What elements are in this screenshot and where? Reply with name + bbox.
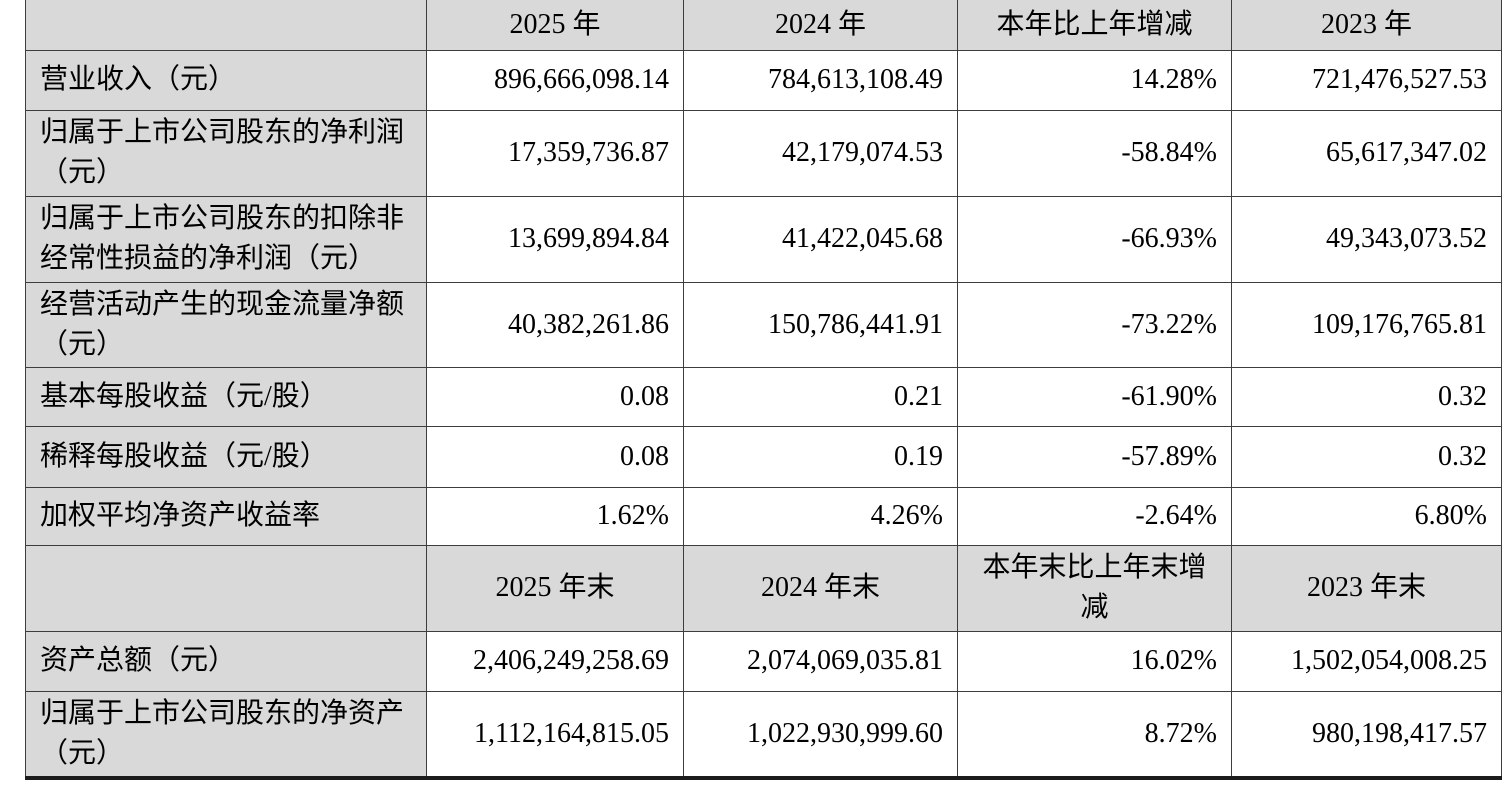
row-label: 稀释每股收益（元/股） bbox=[25, 425, 427, 488]
cell-value: 6.80% bbox=[1231, 486, 1502, 546]
cell-value: 0.32 bbox=[1231, 425, 1502, 488]
table-row-operating-cash-flow: 经营活动产生的现金流量净额（元） 40,382,261.86 150,786,4… bbox=[25, 281, 1502, 368]
cell-value: 0.21 bbox=[683, 366, 958, 427]
corner-cell bbox=[25, 0, 427, 51]
cell-value: -57.89% bbox=[957, 425, 1232, 488]
cell-value: 4.26% bbox=[683, 486, 958, 546]
cell-value: 150,786,441.91 bbox=[683, 281, 958, 368]
cell-value: 0.19 bbox=[683, 425, 958, 488]
table-row-weighted-avg-roe: 加权平均净资产收益率 1.62% 4.26% -2.64% 6.80% bbox=[25, 486, 1502, 546]
cell-value: 14.28% bbox=[957, 49, 1232, 111]
cell-value: 1,502,054,008.25 bbox=[1231, 630, 1502, 692]
cell-value: 0.32 bbox=[1231, 366, 1502, 427]
cell-value: 49,343,073.52 bbox=[1231, 195, 1502, 283]
cell-value: 980,198,417.57 bbox=[1231, 690, 1502, 780]
row-label: 归属于上市公司股东的净利润（元） bbox=[25, 109, 427, 197]
cell-value: 1,112,164,815.05 bbox=[426, 690, 684, 780]
table-row-net-assets: 归属于上市公司股东的净资产（元） 1,112,164,815.05 1,022,… bbox=[25, 690, 1502, 780]
cell-value: 16.02% bbox=[957, 630, 1232, 692]
cell-value: 65,617,347.02 bbox=[1231, 109, 1502, 197]
table-row-basic-eps: 基本每股收益（元/股） 0.08 0.21 -61.90% 0.32 bbox=[25, 366, 1502, 427]
row-label: 经营活动产生的现金流量净额（元） bbox=[25, 281, 427, 368]
row-label: 归属于上市公司股东的扣除非经常性损益的净利润（元） bbox=[25, 195, 427, 283]
table-row-operating-revenue: 营业收入（元） 896,666,098.14 784,613,108.49 14… bbox=[25, 49, 1502, 111]
cell-value: -66.93% bbox=[957, 195, 1232, 283]
cell-value: 2,074,069,035.81 bbox=[683, 630, 958, 692]
cell-value: 13,699,894.84 bbox=[426, 195, 684, 283]
column-header-2023-end: 2023 年末 bbox=[1231, 544, 1502, 632]
cell-value: 8.72% bbox=[957, 690, 1232, 780]
table-row-diluted-eps: 稀释每股收益（元/股） 0.08 0.19 -57.89% 0.32 bbox=[25, 425, 1502, 488]
cell-value: 42,179,074.53 bbox=[683, 109, 958, 197]
column-header-yoy-change: 本年比上年增减 bbox=[957, 0, 1232, 51]
cell-value: -61.90% bbox=[957, 366, 1232, 427]
cell-value: 41,422,045.68 bbox=[683, 195, 958, 283]
row-label: 基本每股收益（元/股） bbox=[25, 366, 427, 427]
cell-value: -2.64% bbox=[957, 486, 1232, 546]
cell-value: 1,022,930,999.60 bbox=[683, 690, 958, 780]
cell-value: 721,476,527.53 bbox=[1231, 49, 1502, 111]
table-row-total-assets: 资产总额（元） 2,406,249,258.69 2,074,069,035.8… bbox=[25, 630, 1502, 692]
cell-value: -58.84% bbox=[957, 109, 1232, 197]
cell-value: 784,613,108.49 bbox=[683, 49, 958, 111]
cell-value: 896,666,098.14 bbox=[426, 49, 684, 111]
cell-value: 0.08 bbox=[426, 366, 684, 427]
column-header-2024-end: 2024 年末 bbox=[683, 544, 958, 632]
row-label: 营业收入（元） bbox=[25, 49, 427, 111]
cell-value: 17,359,736.87 bbox=[426, 109, 684, 197]
column-header-2023: 2023 年 bbox=[1231, 0, 1502, 51]
corner-cell bbox=[25, 544, 427, 632]
column-header-2025-end: 2025 年末 bbox=[426, 544, 684, 632]
row-label: 加权平均净资产收益率 bbox=[25, 486, 427, 546]
cell-value: 2,406,249,258.69 bbox=[426, 630, 684, 692]
row-label: 资产总额（元） bbox=[25, 630, 427, 692]
cell-value: -73.22% bbox=[957, 281, 1232, 368]
column-header-yearend-change: 本年末比上年末增减 bbox=[957, 544, 1232, 632]
row-label: 归属于上市公司股东的净资产（元） bbox=[25, 690, 427, 780]
table-row-net-profit: 归属于上市公司股东的净利润（元） 17,359,736.87 42,179,07… bbox=[25, 109, 1502, 197]
header-row-year: 2025 年 2024 年 本年比上年增减 2023 年 bbox=[25, 0, 1502, 51]
cell-value: 40,382,261.86 bbox=[426, 281, 684, 368]
column-header-2024: 2024 年 bbox=[683, 0, 958, 51]
cell-value: 0.08 bbox=[426, 425, 684, 488]
table-row-net-profit-excl-nonrecurring: 归属于上市公司股东的扣除非经常性损益的净利润（元） 13,699,894.84 … bbox=[25, 195, 1502, 283]
cell-value: 1.62% bbox=[426, 486, 684, 546]
cell-value: 109,176,765.81 bbox=[1231, 281, 1502, 368]
header-row-year-end: 2025 年末 2024 年末 本年末比上年末增减 2023 年末 bbox=[25, 544, 1502, 632]
financial-summary-table: 2025 年 2024 年 本年比上年增减 2023 年 营业收入（元） 896… bbox=[25, 0, 1502, 780]
column-header-2025: 2025 年 bbox=[426, 0, 684, 51]
